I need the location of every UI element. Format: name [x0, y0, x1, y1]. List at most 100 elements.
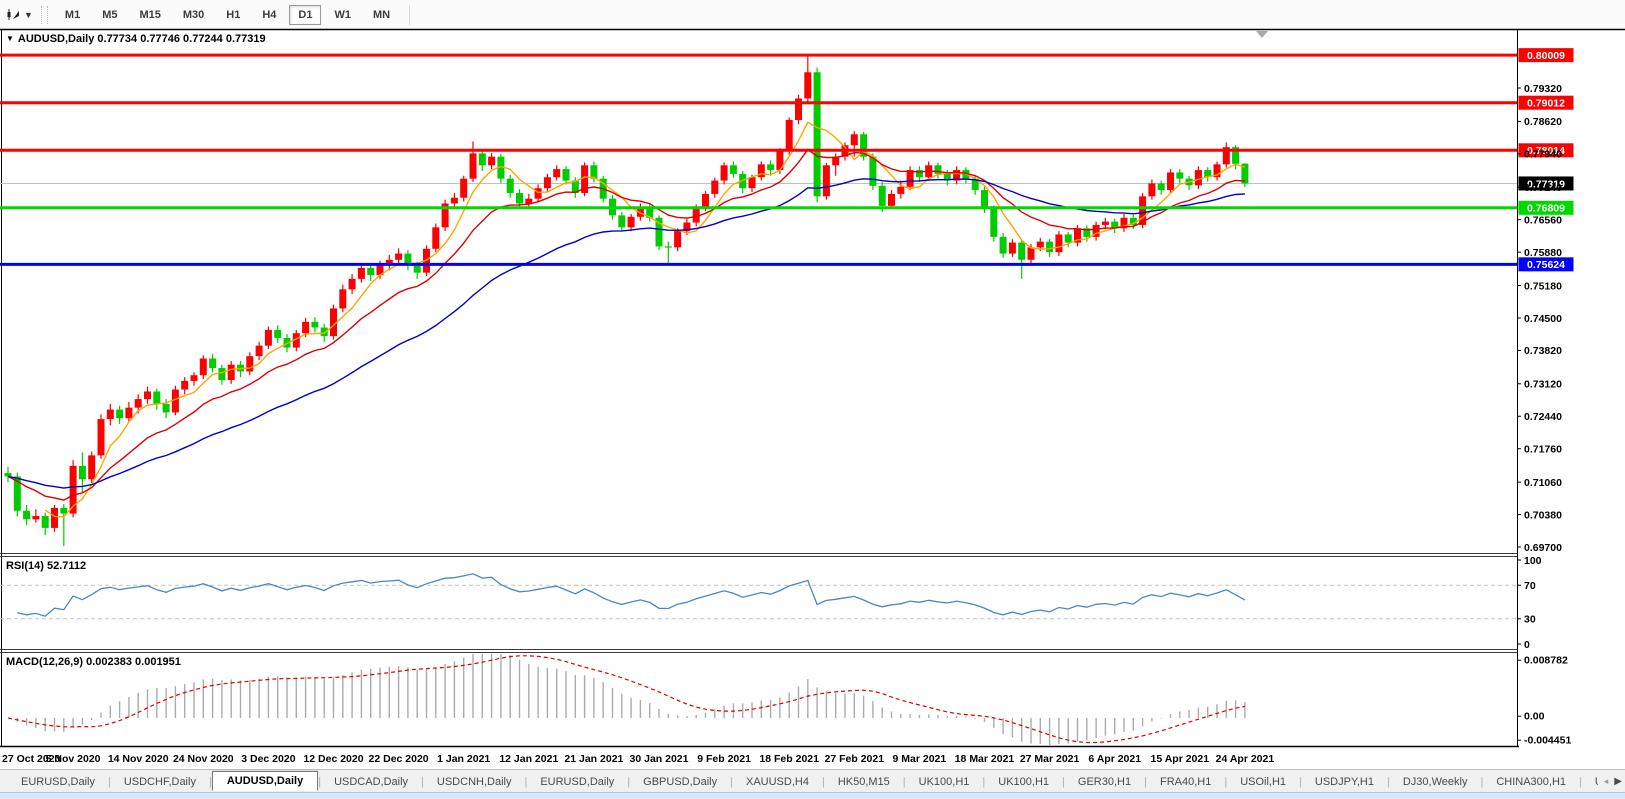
- candle-body: [292, 333, 300, 348]
- chart-tab-UK100-H1[interactable]: UK100,H1: [998, 775, 1050, 788]
- price-axis-tick: 0.75180: [1524, 280, 1562, 292]
- tab-separator: |: [1387, 775, 1390, 788]
- candle-body: [1055, 234, 1063, 253]
- timeframe-button-M5[interactable]: M5: [102, 8, 118, 21]
- candle-body: [915, 170, 923, 178]
- chart-tab-USDJPY-H1[interactable]: USDJPY,H1: [1314, 775, 1374, 788]
- candle-body: [1222, 147, 1230, 165]
- chart-tab-DJ30-Weekly[interactable]: DJ30,Weekly: [1402, 775, 1468, 788]
- date-axis-label: 12 Dec 2020: [303, 753, 363, 765]
- candle-body: [134, 399, 142, 408]
- symbol-ohlc-values: 0.77734 0.77746 0.77244 0.77319: [97, 33, 266, 45]
- chart-tab-CHINA300-H1[interactable]: CHINA300,H1: [1496, 775, 1567, 788]
- chart-tab-GER30-H1[interactable]: GER30,H1: [1077, 775, 1132, 788]
- candle-body: [181, 380, 189, 390]
- candle-body: [1241, 163, 1249, 184]
- toolbar-grip: [40, 5, 48, 24]
- chart-shift-marker-icon[interactable]: [1256, 31, 1268, 38]
- candle-body: [41, 515, 49, 528]
- chart-tab-EURUSD-Daily[interactable]: EURUSD,Daily: [540, 775, 615, 788]
- candle-body: [1194, 170, 1202, 186]
- candle-body: [1139, 196, 1147, 225]
- timeframe-button-D1[interactable]: D1: [289, 4, 322, 25]
- chart-tab-GBPUSD-Daily[interactable]: GBPUSD,Daily: [643, 775, 718, 788]
- price-axis-tick: 0.70380: [1524, 509, 1562, 521]
- candle-body: [116, 409, 124, 419]
- candle-body: [646, 207, 654, 218]
- candle-body: [88, 455, 96, 480]
- collapse-arrow-icon[interactable]: ▼: [6, 34, 14, 43]
- symbol-title: AUDUSD,Daily: [17, 33, 95, 45]
- candle-body: [488, 156, 496, 166]
- candle-body: [860, 134, 868, 157]
- chart-tab-HK50-M15[interactable]: HK50,M15: [837, 775, 890, 788]
- candle-body: [367, 267, 375, 276]
- candle-body: [339, 289, 347, 309]
- chart-tab-AUDUSD-Daily[interactable]: AUDUSD,Daily: [211, 770, 319, 791]
- candle-body: [990, 208, 998, 237]
- chevron-down-icon[interactable]: ▼: [24, 9, 33, 20]
- price-axis-tick: 0.74500: [1524, 313, 1562, 325]
- chart-tab-EURUSD-Daily[interactable]: EURUSD,Daily: [21, 775, 95, 788]
- candle-body: [1120, 217, 1128, 229]
- candle-body: [813, 72, 821, 197]
- tab-separator: |: [1480, 775, 1484, 788]
- chart-tab-XAUUSD-H4[interactable]: XAUUSD,H4: [745, 775, 809, 788]
- price-axis-tick: 0.73120: [1524, 379, 1562, 391]
- chart-tab-FRA40-H1[interactable]: FRA40,H1: [1159, 775, 1212, 788]
- timeframe-button-H4[interactable]: H4: [262, 8, 277, 21]
- status-strip: [0, 792, 1625, 799]
- macd-axis-tick: -0.004451: [1524, 735, 1571, 747]
- ma-slow-line: [7, 178, 1245, 489]
- rsi-axis-tick: 0: [1524, 639, 1530, 651]
- chart-tab-UK100-H1[interactable]: UK100,H1: [918, 775, 970, 788]
- timeframe-button-M1[interactable]: M1: [64, 8, 81, 21]
- candle-body: [1046, 241, 1054, 253]
- candle-body: [106, 409, 114, 420]
- tab-separator: |: [627, 775, 631, 788]
- candle-body: [999, 236, 1007, 254]
- candle-body: [469, 153, 477, 179]
- date-axis-label: 24 Apr 2021: [1216, 753, 1275, 765]
- timeframe-button-M15[interactable]: M15: [139, 8, 161, 21]
- macd-signal-line: [7, 655, 1246, 744]
- chart-tab-USDCNH-Daily[interactable]: USDCNH,Daily: [436, 775, 512, 788]
- timeframe-button-W1[interactable]: W1: [334, 8, 351, 21]
- candle-body: [1018, 242, 1026, 260]
- chart-tab-USDCHF-Daily[interactable]: USDCHF,Daily: [123, 775, 196, 788]
- candle-body: [209, 358, 217, 369]
- tab-separator: |: [1299, 775, 1302, 788]
- candle-body: [1083, 228, 1091, 237]
- tab-scroll-left-icon[interactable]: ◂: [1603, 776, 1609, 786]
- level-0.79012-badge: [1518, 95, 1574, 110]
- candle-body: [376, 264, 384, 276]
- timeframe-button-MN[interactable]: MN: [372, 8, 391, 21]
- candle-body: [636, 207, 644, 217]
- chart-tab-USOil-H1[interactable]: USOil,H1: [1240, 775, 1287, 788]
- candle-body: [878, 185, 886, 206]
- candle-body: [934, 165, 942, 174]
- price-chart-canvas: 0.80009 0.79012 0.78014 0.76809 0.75624 0.773…: [0, 28, 1625, 765]
- macd-axis-tick: 0.008782: [1524, 655, 1568, 667]
- candle-body: [590, 165, 598, 179]
- candle-body: [1101, 221, 1109, 225]
- candle-body: [1204, 170, 1212, 178]
- date-axis-label: 27 Oct 2020: [2, 753, 61, 765]
- timeframe-button-H1[interactable]: H1: [226, 8, 241, 21]
- chart-tab-USDCAD-Daily[interactable]: USDCAD,Daily: [334, 775, 409, 788]
- candle-body: [51, 507, 58, 528]
- timeframe-button-M30[interactable]: M30: [182, 8, 205, 21]
- candle-body: [497, 156, 505, 179]
- chart-objects-icon[interactable]: [4, 5, 24, 25]
- macd-indicator-values: 0.002383 0.001951: [86, 656, 181, 668]
- candle-body: [655, 217, 663, 247]
- rsi-line: [17, 573, 1246, 617]
- macd-pane-header: MACD(12,26,9) 0.002383 0.001951: [6, 656, 181, 668]
- candle-body: [618, 215, 626, 228]
- candle-body: [1213, 164, 1221, 178]
- tab-scroll-right-icon[interactable]: ▶: [1614, 776, 1622, 787]
- candle-body: [692, 207, 700, 223]
- price-levels-layer: 0.80009 0.79012 0.78014 0.76809 0.75624 0.773…: [0, 48, 1574, 272]
- candle-body: [711, 180, 719, 194]
- date-axis-label: 5 Nov 2020: [46, 753, 101, 765]
